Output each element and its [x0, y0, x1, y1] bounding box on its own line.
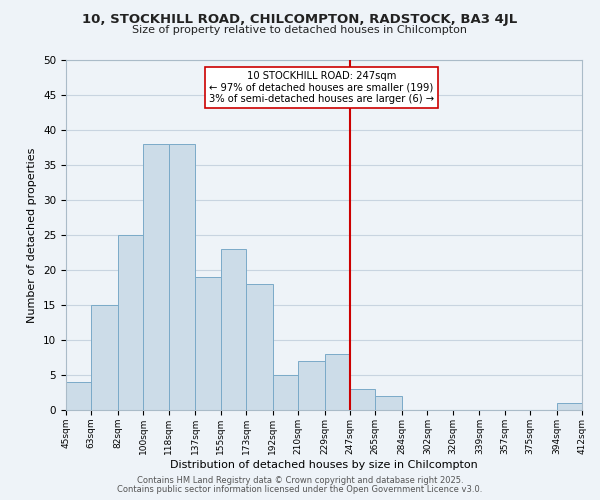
Text: Size of property relative to detached houses in Chilcompton: Size of property relative to detached ho… — [133, 25, 467, 35]
Bar — [196, 277, 221, 410]
Bar — [376, 396, 402, 410]
Text: 10, STOCKHILL ROAD, CHILCOMPTON, RADSTOCK, BA3 4JL: 10, STOCKHILL ROAD, CHILCOMPTON, RADSTOC… — [82, 12, 518, 26]
Y-axis label: Number of detached properties: Number of detached properties — [28, 148, 37, 322]
Bar — [325, 354, 350, 410]
Bar — [298, 361, 325, 410]
Bar — [143, 144, 169, 410]
Bar — [118, 235, 143, 410]
Text: Contains public sector information licensed under the Open Government Licence v3: Contains public sector information licen… — [118, 485, 482, 494]
Bar — [66, 382, 91, 410]
Bar — [272, 375, 298, 410]
Bar — [557, 403, 582, 410]
Text: Contains HM Land Registry data © Crown copyright and database right 2025.: Contains HM Land Registry data © Crown c… — [137, 476, 463, 485]
Bar — [246, 284, 272, 410]
Text: 10 STOCKHILL ROAD: 247sqm
← 97% of detached houses are smaller (199)
3% of semi-: 10 STOCKHILL ROAD: 247sqm ← 97% of detac… — [209, 70, 434, 104]
Bar — [221, 249, 246, 410]
Bar — [169, 144, 196, 410]
Bar — [91, 305, 118, 410]
X-axis label: Distribution of detached houses by size in Chilcompton: Distribution of detached houses by size … — [170, 460, 478, 469]
Bar — [350, 389, 376, 410]
